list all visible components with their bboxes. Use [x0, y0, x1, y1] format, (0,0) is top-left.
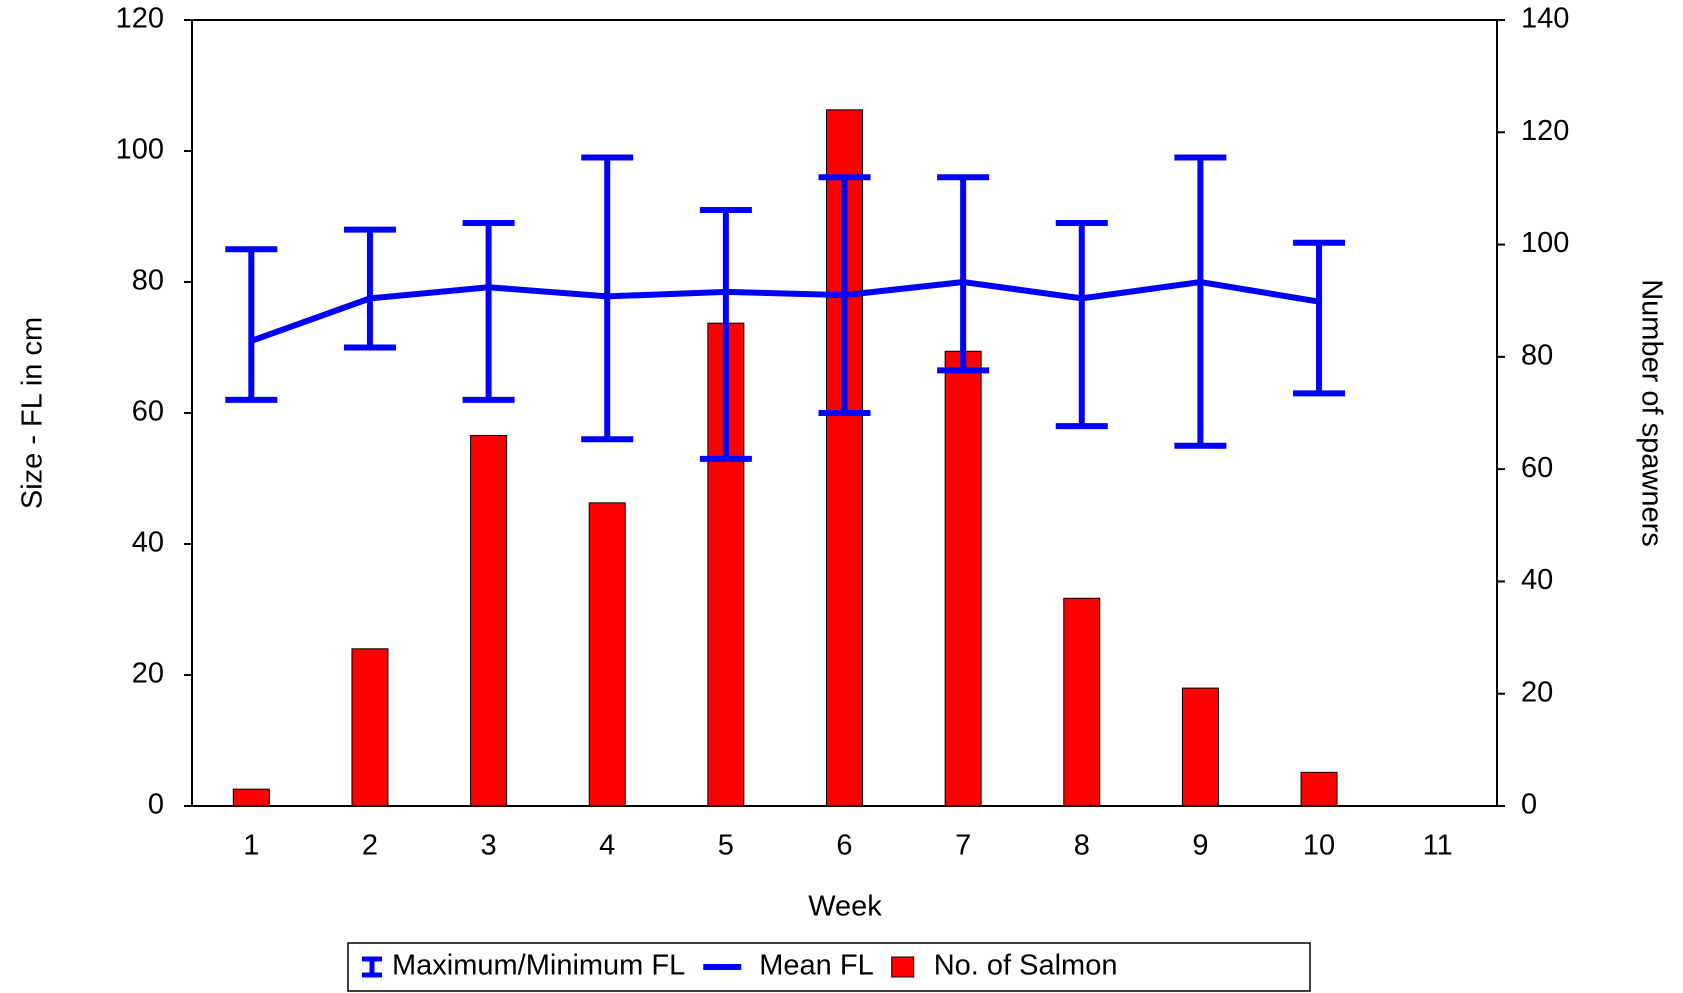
- legend-label: Mean FL: [759, 950, 873, 982]
- legend-swatch: [891, 956, 915, 978]
- y2-tick-label: 40: [1521, 564, 1553, 596]
- x-tick-label: 11: [1423, 830, 1453, 862]
- bar: [470, 434, 508, 807]
- y-tick-label: 100: [116, 134, 164, 166]
- y2-tick-label: 100: [1521, 227, 1569, 259]
- y2-tick-label: 60: [1521, 452, 1553, 484]
- y-axis-title: Size - FL in cm: [17, 317, 49, 509]
- y2-tick-label: 20: [1521, 676, 1553, 708]
- y-tick-label: 40: [132, 527, 164, 559]
- y2-tick-label: 80: [1521, 340, 1553, 372]
- legend-swatch: [362, 956, 382, 978]
- x-tick-label: 10: [1303, 830, 1335, 862]
- legend-box: [347, 942, 1311, 992]
- bar: [1300, 771, 1338, 807]
- x-tick-label: 4: [599, 830, 615, 862]
- y-tick-label: 120: [116, 3, 164, 35]
- x-tick-label: 2: [362, 830, 378, 862]
- x-tick-label: 9: [1192, 830, 1208, 862]
- y-tick-label: 0: [148, 789, 164, 821]
- bar: [1181, 687, 1219, 807]
- bar: [1063, 597, 1101, 807]
- bar: [232, 788, 270, 807]
- y-tick-label: 60: [132, 396, 164, 428]
- x-tick-label: 6: [836, 830, 852, 862]
- y-tick-label: 20: [132, 658, 164, 690]
- x-tick-label: 3: [481, 830, 497, 862]
- bar: [351, 648, 389, 807]
- mean-line: [250, 278, 1320, 344]
- bar: [588, 502, 626, 807]
- x-tick-label: 7: [955, 830, 971, 862]
- x-tick-label: 1: [243, 830, 259, 862]
- x-axis-title: Week: [808, 891, 882, 923]
- x-tick-label: 5: [718, 830, 734, 862]
- y2-tick-label: 0: [1521, 789, 1537, 821]
- y2-tick-label: 140: [1521, 3, 1569, 35]
- y2-axis-title: Number of spawners: [1635, 279, 1667, 547]
- legend-label: No. of Salmon: [934, 950, 1118, 982]
- x-tick-label: 8: [1074, 830, 1090, 862]
- bar: [944, 350, 982, 807]
- y2-tick-label: 120: [1521, 115, 1569, 147]
- y-tick-label: 80: [132, 265, 164, 297]
- legend-label: Maximum/Minimum FL: [392, 950, 685, 982]
